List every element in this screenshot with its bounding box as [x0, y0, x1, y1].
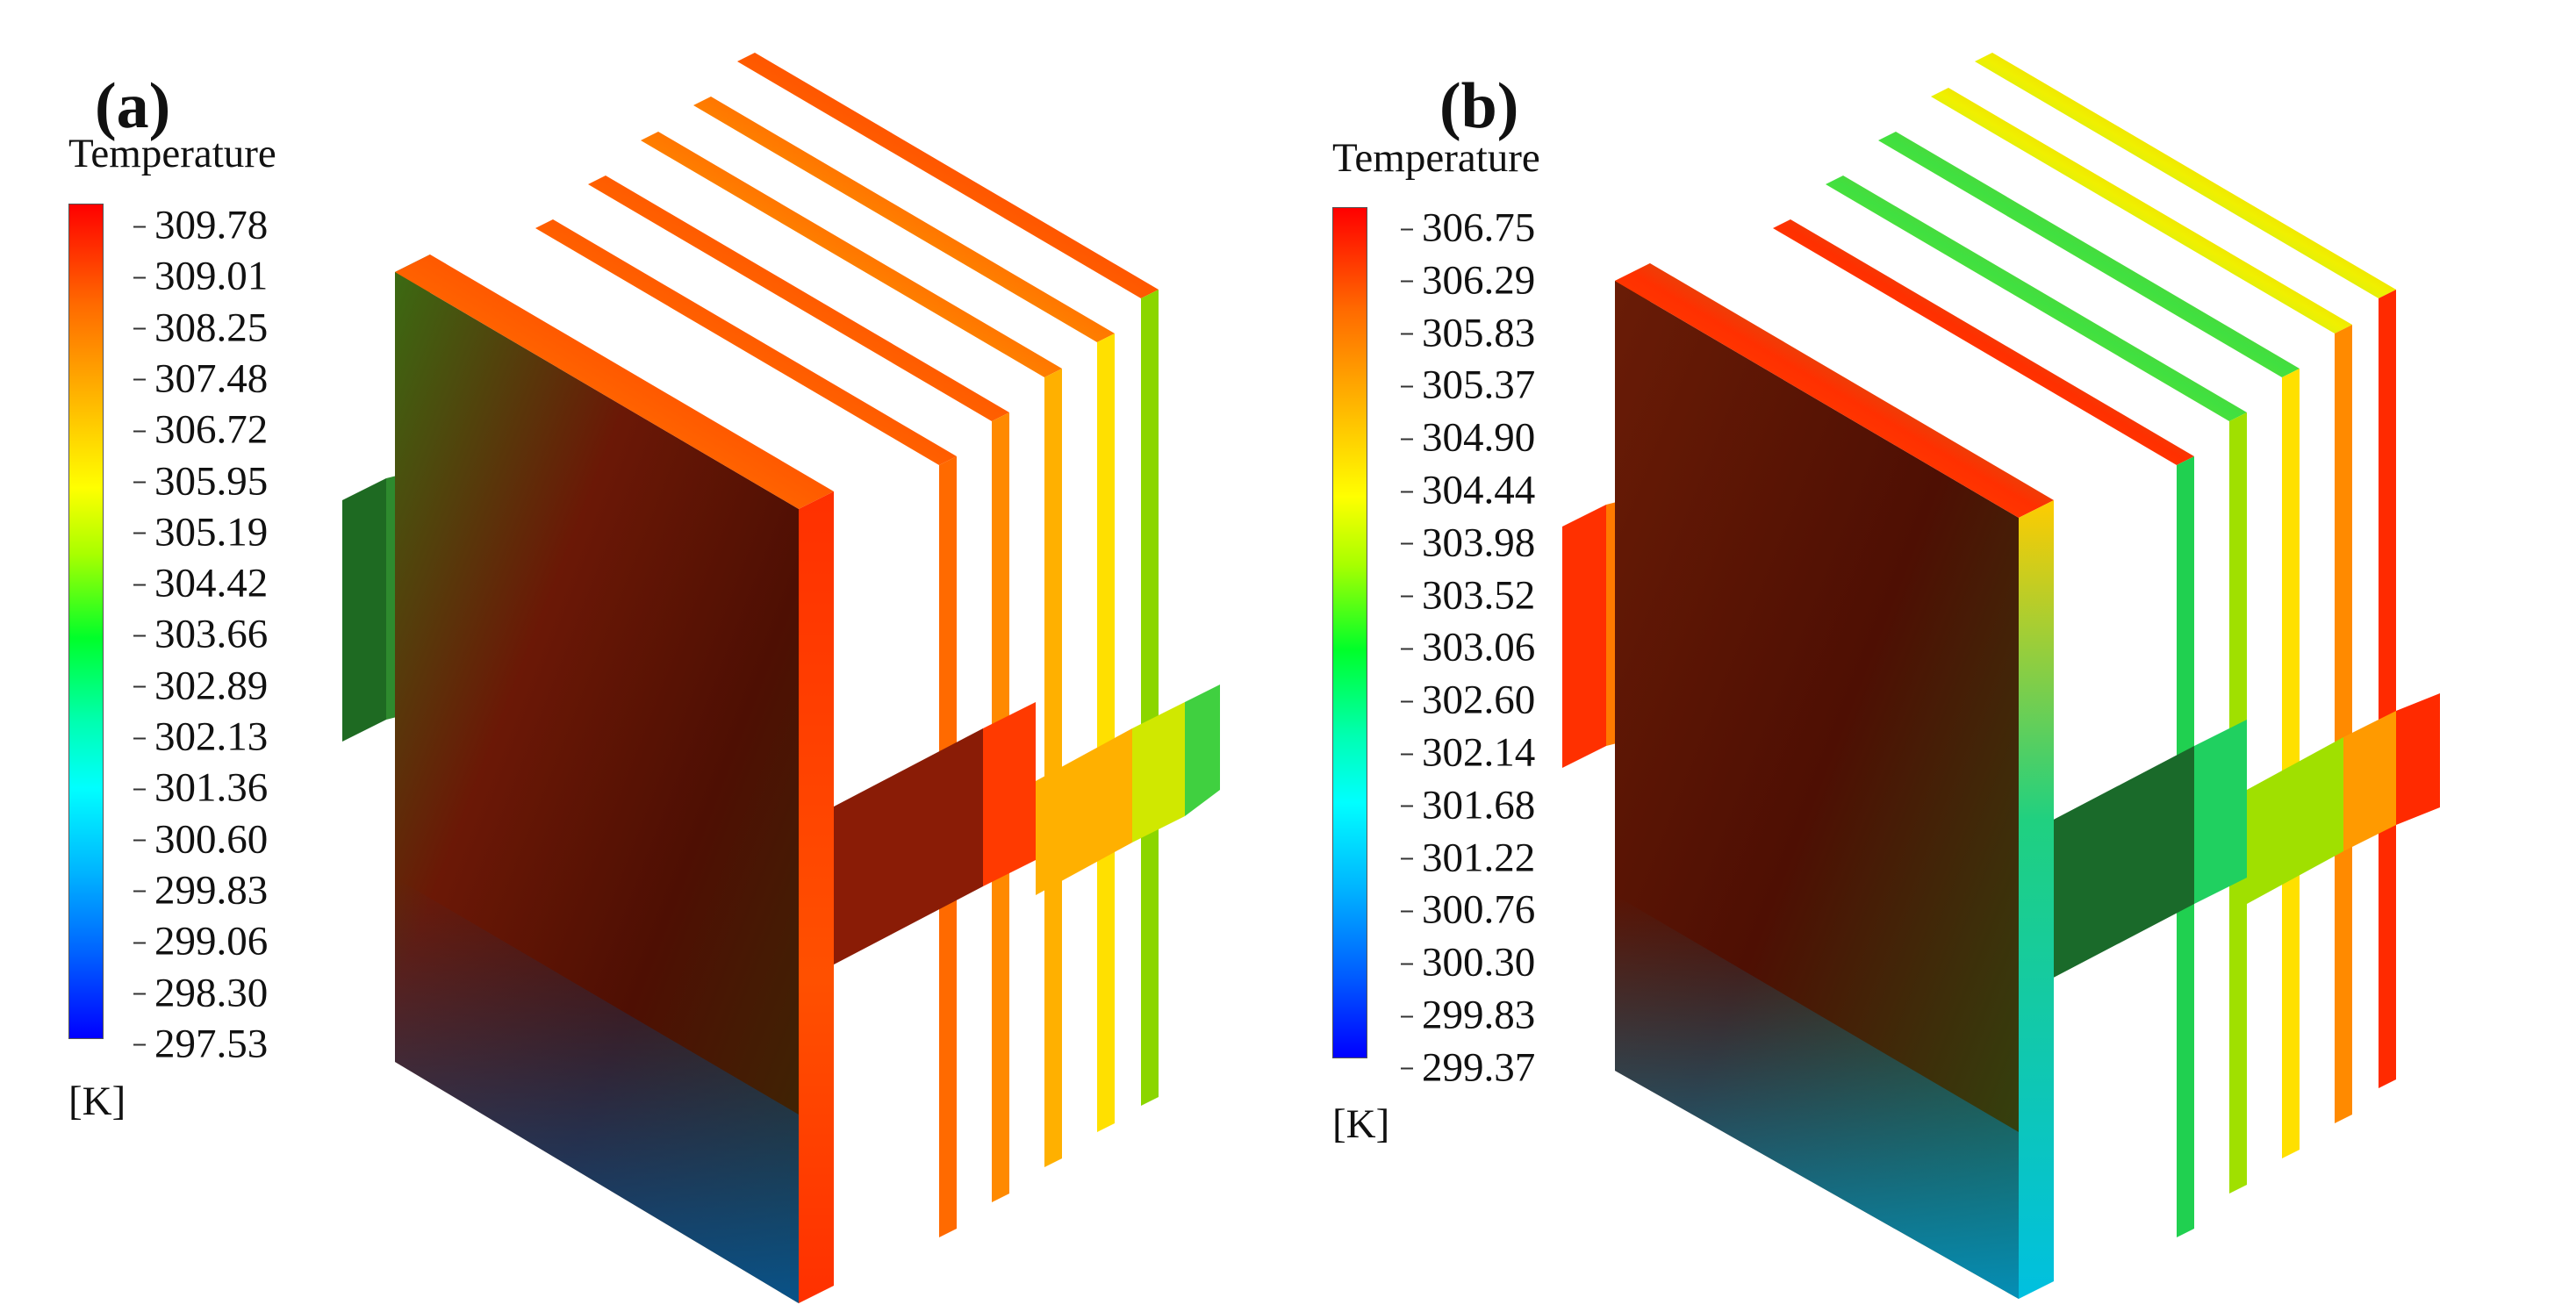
colorbar-tick-label: 306.29: [1400, 257, 1536, 304]
panel-b-label: (b): [1439, 70, 1519, 142]
colorbar-tick-label: 309.01: [133, 253, 269, 299]
colorbar-tick-label: 306.75: [1400, 204, 1536, 251]
panel-a-front-plate: [395, 255, 834, 1303]
colorbar-tick-label: 303.52: [1400, 572, 1536, 619]
colorbar-tick-label: 300.30: [1400, 939, 1536, 986]
colorbar-tick-label: 301.68: [1400, 782, 1536, 828]
panel-b-heat-sink-model: [1562, 53, 2440, 1299]
colorbar-tick-label: 300.60: [133, 816, 269, 863]
colorbar-tick-label: 306.72: [133, 406, 269, 453]
colorbar-tick-label: 305.37: [1400, 362, 1536, 408]
colorbar-tick-label: 304.44: [1400, 467, 1536, 513]
colorbar-tick-label: 304.90: [1400, 414, 1536, 461]
colorbar-tick-label: 300.76: [1400, 886, 1536, 933]
panel-a-colorbar: [68, 204, 104, 1039]
panel-a-unit: [K]: [68, 1079, 126, 1124]
colorbar-tick-label: 305.19: [133, 509, 269, 556]
colorbar-tick-label: 302.60: [1400, 677, 1536, 723]
colorbar-tick-label: 299.06: [133, 918, 269, 964]
panel-b-connectors: [1562, 500, 2440, 1000]
colorbar-tick-label: 299.83: [1400, 992, 1536, 1038]
colorbar-tick-label: 305.95: [133, 458, 269, 504]
panel-a-legend-title: Temperature: [68, 131, 276, 176]
colorbar-tick-label: 303.98: [1400, 520, 1536, 566]
colorbar-tick-label: 309.78: [133, 202, 269, 248]
panel-b-front-plate: [1615, 263, 2054, 1299]
colorbar-tick-label: 302.89: [133, 663, 269, 709]
colorbar-tick-label: 301.22: [1400, 835, 1536, 881]
colorbar-tick-label: 299.37: [1400, 1044, 1536, 1091]
colorbar-tick-label: 305.83: [1400, 310, 1536, 356]
colorbar-tick-label: 298.30: [133, 970, 269, 1015]
colorbar-tick-label: 299.83: [133, 867, 269, 914]
colorbar-tick-label: 303.66: [133, 611, 269, 657]
panel-a-heat-sink-model: [342, 53, 1220, 1303]
panel-b-colorbar: [1332, 207, 1367, 1058]
panel-a-label: (a): [95, 70, 171, 142]
panel-b-back-fins: [1773, 53, 2396, 1237]
colorbar-tick-label: 308.25: [133, 305, 269, 351]
colorbar-tick-label: 303.06: [1400, 624, 1536, 670]
colorbar-tick-label: 302.14: [1400, 729, 1536, 776]
colorbar-tick-label: 301.36: [133, 764, 269, 811]
colorbar-tick-label: 304.42: [133, 560, 269, 606]
colorbar-tick-label: 302.13: [133, 713, 269, 760]
colorbar-tick-label: 307.48: [133, 355, 269, 402]
colorbar-tick-label: 297.53: [133, 1021, 269, 1067]
panel-a-back-fins: [535, 53, 1159, 1237]
panel-b-legend-title: Temperature: [1332, 135, 1540, 181]
panel-b-unit: [K]: [1332, 1101, 1390, 1147]
